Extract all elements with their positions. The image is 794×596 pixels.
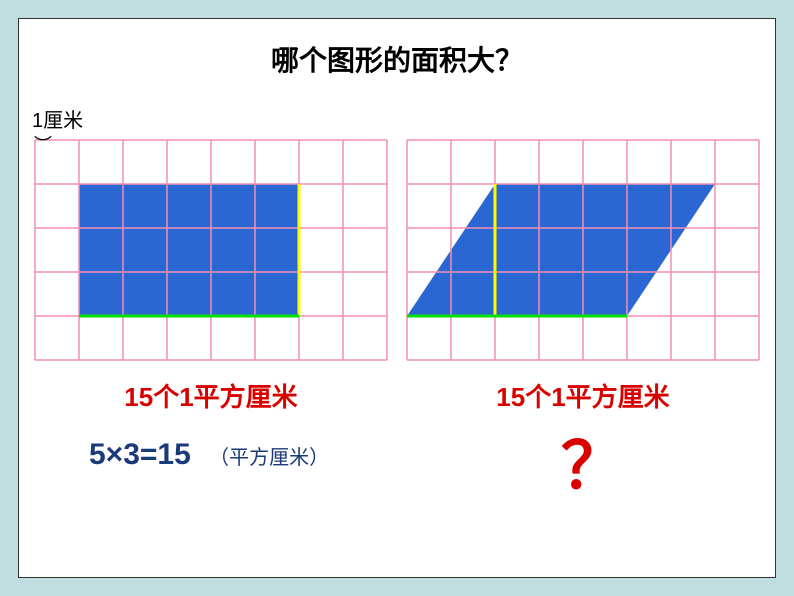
grids-row: 15个1平方厘米 15个1平方厘米	[29, 139, 765, 414]
slide-title: 哪个图形的面积大？	[29, 39, 765, 79]
formula-expression: 5×3=15	[89, 438, 191, 471]
scale-label: 1厘米	[32, 104, 83, 133]
right-grid-svg	[406, 139, 760, 361]
left-panel: 15个1平方厘米	[34, 139, 388, 414]
left-grid-svg	[34, 139, 388, 361]
left-caption: 15个1平方厘米	[34, 377, 388, 414]
right-caption: 15个1平方厘米	[406, 377, 760, 414]
formula-unit: （平方厘米）	[209, 447, 329, 469]
formula-row: 5×3=15 （平方厘米） ？	[29, 438, 765, 496]
slide-card: 哪个图形的面积大？ 1厘米 ︶ 15个1平方厘米 15个1平方厘米 5×3=15…	[18, 18, 776, 578]
right-panel: 15个1平方厘米	[406, 139, 760, 414]
formula: 5×3=15 （平方厘米）	[89, 438, 329, 472]
question-mark-icon: ？	[561, 438, 625, 496]
scale-brace: ︶	[34, 131, 48, 157]
